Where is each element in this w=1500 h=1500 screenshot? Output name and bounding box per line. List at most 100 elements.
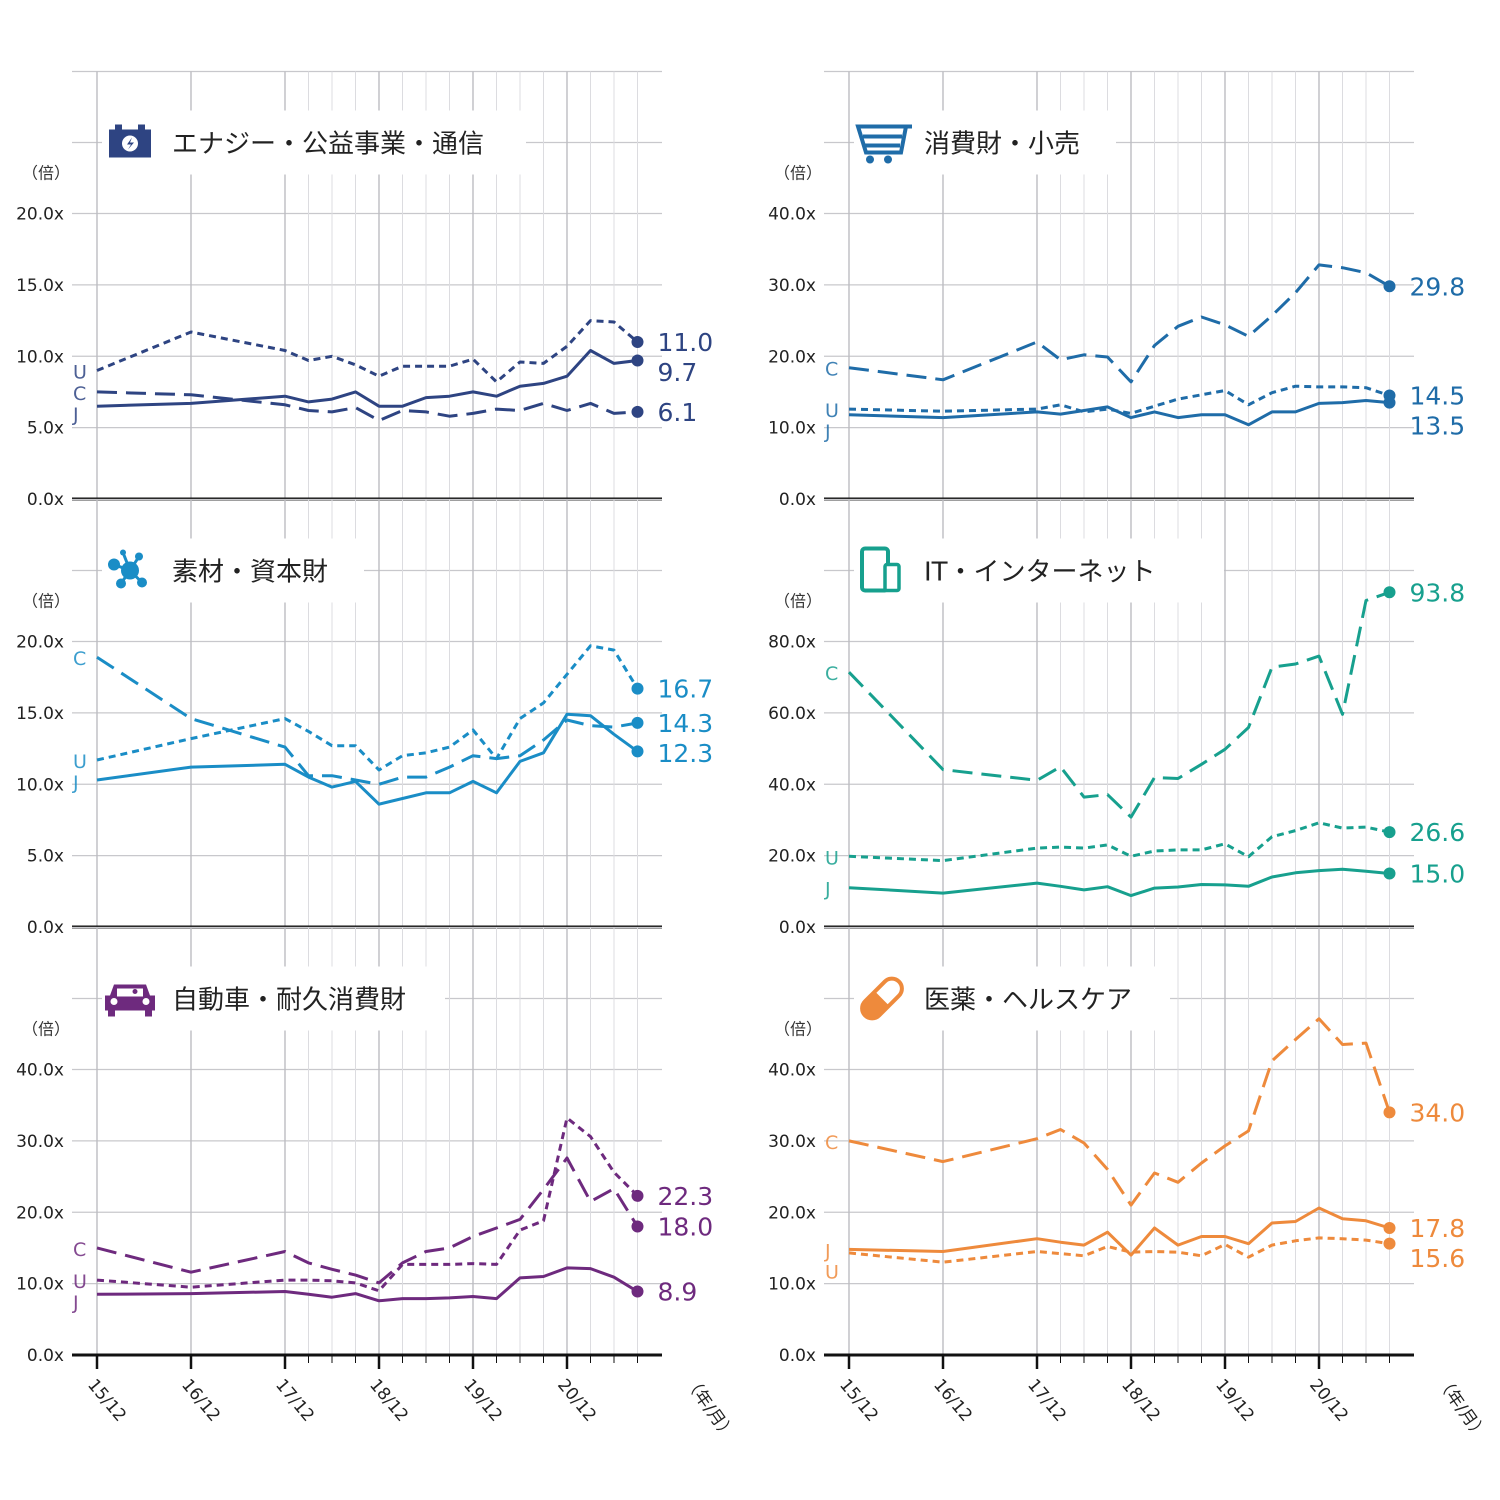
y-tick-label: 10.0x [768, 1275, 816, 1295]
battery-icon [109, 124, 151, 158]
y-tick-label: 40.0x [16, 1061, 64, 1081]
y-tick-label: 10.0x [768, 419, 816, 439]
end-value-label-U: 26.6 [1410, 818, 1466, 847]
chart-title: エナジー・公益事業・通信 [172, 130, 484, 160]
title-background [854, 966, 1170, 1031]
series-name-label-J: J [72, 404, 79, 426]
series-end-marker-U [631, 1189, 644, 1202]
y-tick-label: 30.0x [16, 1132, 64, 1152]
y-tick-label: 0.0x [779, 1346, 816, 1366]
chart-panel-4: 0.0x 20.0x 40.0x 60.0x 80.0x （倍） IT・インターネット C UJ… [768, 498, 1466, 938]
series-line-U [848, 384, 1390, 415]
title-background [854, 538, 1224, 603]
series-name-label-J: J [824, 879, 831, 901]
cart-basket [855, 124, 909, 155]
phone [883, 562, 901, 593]
series-name-label-C: C [825, 359, 838, 381]
tablet-phone-icon [860, 546, 901, 593]
title-background [102, 966, 445, 1031]
series-name-label-J: J [72, 1292, 79, 1314]
series-end-marker-U [1383, 1237, 1396, 1250]
series-line-J [848, 399, 1390, 427]
y-tick-label: 10.0x [16, 1275, 64, 1295]
series-name-label-J: J [824, 1240, 831, 1262]
y-tick-label: 10.0x [16, 775, 64, 795]
car-icon [105, 984, 155, 1017]
car-window [117, 988, 143, 997]
series-line-C [96, 390, 638, 422]
y-tick-label: 30.0x [768, 1132, 816, 1152]
series-end-marker-J [631, 1285, 644, 1298]
y-tick-label: 20.0x [768, 1203, 816, 1223]
chart-title: 自動車・耐久消費財 [172, 986, 406, 1016]
y-axis-unit-label: （倍） [22, 592, 70, 611]
series-end-marker-C [631, 716, 644, 729]
series-line-J [848, 867, 1390, 898]
series-end-marker-U [631, 335, 644, 348]
y-axis-unit-label: （倍） [774, 164, 822, 183]
vertical-gridlines [96, 927, 638, 1355]
end-value-label-U: 16.7 [658, 675, 714, 704]
y-tick-label: 20.0x [768, 347, 816, 367]
series-line-U [96, 319, 639, 384]
battery-terminal [115, 124, 122, 130]
end-value-label-U: 11.0 [658, 328, 714, 357]
end-value-label-J: 17.8 [1410, 1214, 1466, 1243]
y-tick-label: 15.0x [16, 276, 64, 296]
vertical-gridlines [96, 499, 638, 927]
chart-panel-1: 0.0x 5.0x 10.0x 15.0x 20.0x （倍） エナジー・公益事業・通信 UC… [16, 70, 714, 510]
molecule-atom [108, 558, 120, 571]
x-tick-label: 17/12 [1023, 1375, 1070, 1425]
series-end-marker-J [1383, 396, 1396, 409]
series-name-label-U: U [825, 1261, 839, 1283]
series-end-marker-J [1383, 867, 1396, 880]
series-name-label-C: C [825, 663, 838, 685]
chart-title: 医薬・ヘルスケア [924, 986, 1132, 1016]
series-end-marker-C [631, 1220, 644, 1233]
y-tick-label: 0.0x [27, 490, 64, 510]
y-tick-label: 0.0x [779, 918, 816, 938]
vertical-gridlines [848, 927, 1390, 1355]
end-value-label-U: 22.3 [658, 1182, 714, 1211]
y-tick-label: 20.0x [16, 633, 64, 653]
car-headlight [142, 998, 150, 1005]
series-end-marker-C [1383, 586, 1396, 599]
y-tick-label: 40.0x [768, 205, 816, 225]
y-tick-label: 20.0x [16, 205, 64, 225]
chart-panel-5: 0.0x 10.0x 20.0x 30.0x 40.0x （倍） 自動車・耐久消費財 CUJ 2… [16, 926, 739, 1444]
series-name-label-J: J [824, 421, 831, 443]
x-tick-label: 18/12 [365, 1375, 412, 1425]
series-line-J [96, 349, 638, 408]
series-end-marker-C [1383, 1106, 1396, 1119]
x-axis-unit-label: （年/月） [1432, 1372, 1491, 1444]
y-axis-unit-label: （倍） [22, 1020, 70, 1039]
series-line-J [848, 1206, 1390, 1257]
chart-title: 素材・資本財 [172, 558, 328, 588]
x-tick-label: 18/12 [1117, 1375, 1164, 1425]
end-value-label-J: 12.3 [658, 739, 714, 768]
cart-wheel [866, 155, 874, 164]
series-name-label-U: U [73, 751, 87, 773]
end-value-label-U: 15.6 [1410, 1244, 1466, 1273]
series-line-U [96, 1116, 639, 1293]
end-value-label-C: 29.8 [1410, 272, 1466, 301]
cart-wheel [884, 155, 892, 164]
chart-panel-3: 0.0x 5.0x 10.0x 15.0x 20.0x （倍） 素材・資本財 C UJ 16.7 1… [16, 498, 714, 938]
molecule-atom [135, 552, 143, 561]
chart-panel-2: 0.0x 10.0x 20.0x 30.0x 40.0x （倍） 消費財・小売 CUJ 29.8… [768, 70, 1466, 510]
capsule-half [862, 991, 890, 1019]
title-background [854, 110, 1116, 175]
car-driver [132, 989, 138, 994]
x-tick-label: 16/12 [929, 1375, 976, 1425]
car-headlight [110, 998, 118, 1005]
lightning-bolt-icon [127, 137, 134, 150]
y-axis-unit-label: （倍） [774, 592, 822, 611]
end-value-label-C: 93.8 [1410, 578, 1466, 607]
chart-title: 消費財・小売 [924, 130, 1080, 160]
molecule-atom [116, 578, 126, 589]
molecule-core [121, 561, 139, 580]
car-wheel [108, 1010, 115, 1017]
x-tick-label: 20/12 [1305, 1375, 1352, 1425]
series-name-label-C: C [73, 383, 86, 405]
